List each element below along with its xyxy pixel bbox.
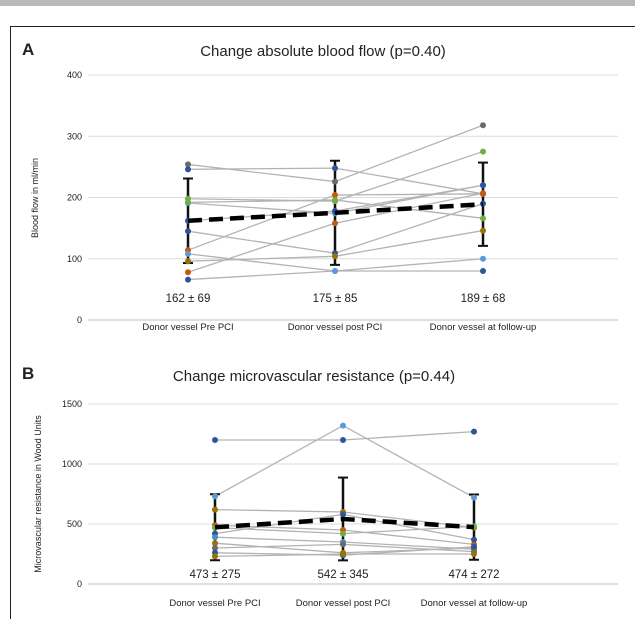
panel-b-patient-2-point-1: [212, 493, 218, 500]
panel-a-patient-8-point-1: [185, 258, 191, 265]
panel-a-patient-1-point-1: [185, 161, 191, 168]
panel-a-patient-8-point-2: [332, 253, 338, 260]
panel-a-patient-12-point-3: [480, 215, 486, 222]
panel-a-ylabel: Blood flow in ml/min: [30, 158, 40, 238]
panel-b-patient-11-point-2: [340, 551, 346, 557]
panel-b-patient-7-point-1: [212, 534, 218, 541]
panel-a-patient-2-point-2: [332, 165, 338, 172]
panel-a-patient-5-point-3: [480, 182, 486, 189]
panel-a-patient-2-point-1: [185, 166, 191, 173]
panel-a-patient-11-point-2: [332, 268, 338, 274]
panel-b-patient-9-point-1: [212, 545, 218, 551]
panel-a-patient-3-point-3: [480, 148, 486, 155]
panel-a-ytick-0: 0: [77, 315, 82, 325]
panel-a-patient-1-point-2: [332, 178, 338, 185]
panel-a-category-1: Donor vessel Pre PCI: [142, 322, 233, 333]
panel-a-stat-label-3: 189 ± 68: [461, 293, 506, 305]
panel-b-title: Change microvascular resistance (p=0.44): [173, 368, 455, 385]
panel-b-ytick-0: 0: [77, 579, 82, 589]
panel-a-patient-9-point-2: [332, 220, 338, 227]
panel-b-patient-1-point-2: [340, 437, 346, 443]
panel-b-patient-2-point-2: [340, 422, 346, 429]
panel-a-stat-label-2: 175 ± 85: [313, 293, 358, 305]
panel-b-ytick-500: 500: [67, 519, 82, 529]
panel-a-ytick-100: 100: [67, 254, 82, 264]
panel-a-category-2: Donor vessel post PCI: [288, 322, 383, 333]
panel-b-category-3: Donor vessel at follow-up: [421, 598, 528, 609]
panel-b-patient-3-point-1: [212, 506, 218, 513]
panel-a-stat-label-1: 162 ± 69: [166, 293, 211, 305]
panel-b-ylabel: Microvascular resistance in Wood Units: [33, 415, 43, 573]
panel-b-stat-label-3: 474 ± 272: [448, 569, 499, 581]
panel-b-patient-1-point-1: [212, 437, 218, 443]
panel-b-ytick-1500: 1500: [62, 399, 82, 409]
panel-b-patient-6-point-3: [471, 536, 477, 543]
panel-a-chart: 0 100 200 300 400 Blood flow in ml/min Donor v…: [30, 70, 618, 333]
panel-a-patient-10-point-3: [480, 268, 486, 274]
panel-b-patient-11-point-3: [471, 551, 477, 557]
panel-a-patient-9-point-3: [480, 190, 486, 197]
panel-a-letter: A: [22, 40, 34, 59]
panel-b-stat-label-2: 542 ± 345: [317, 569, 368, 581]
panel-a-patient-11-point-1: [185, 250, 191, 257]
panel-b-patient-11-point-1: [212, 553, 218, 560]
panel-a-patient-12-point-2: [332, 196, 338, 203]
panel-b-mean-line: [214, 516, 475, 530]
panel-b-patient-8-point-1: [212, 540, 218, 547]
panel-b-stat-label-1: 473 ± 275: [189, 569, 240, 581]
panel-b-patient-line-2: [214, 424, 475, 499]
panel-a-ytick-300: 300: [67, 131, 82, 141]
panel-b-patient-10-point-3: [471, 543, 477, 550]
panel-a-patient-10-point-1: [185, 276, 191, 283]
panel-a-title: Change absolute blood flow (p=0.40): [200, 43, 446, 60]
panel-a-patient-11-point-3: [480, 255, 486, 262]
panel-b-patient-2-point-3: [471, 494, 477, 501]
panel-a-patient-9-point-1: [185, 269, 191, 276]
panel-a-patient-6-point-1: [185, 228, 191, 235]
panel-a-ytick-400: 400: [67, 70, 82, 80]
panel-a-patient-12-point-1: [185, 199, 191, 206]
figure-frame: [10, 26, 635, 619]
panel-b-letter: B: [22, 364, 34, 383]
panel-b-ytick-1000: 1000: [62, 459, 82, 469]
panel-b-category-2: Donor vessel post PCI: [296, 598, 391, 609]
panel-b-patient-9-point-2: [340, 541, 346, 548]
panel-a-patient-8-point-3: [480, 227, 486, 234]
panel-a-patient-1-point-3: [480, 122, 486, 129]
panel-a-category-3: Donor vessel at follow-up: [430, 322, 537, 333]
panel-a-ytick-200: 200: [67, 193, 82, 203]
panel-b-patient-1-point-3: [471, 428, 477, 435]
panel-b-category-1: Donor vessel Pre PCI: [169, 598, 260, 609]
panel-a-patient-7-point-2: [332, 192, 338, 199]
top-divider: [0, 0, 635, 6]
panel-b-chart: 0 500 1000 1500 Microvascular resistance in …: [33, 399, 618, 609]
panel-b-patient-6-point-2: [340, 511, 346, 518]
panel-a-mean-line: [187, 201, 484, 224]
panel-b-patient-5-point-2: [340, 530, 346, 537]
